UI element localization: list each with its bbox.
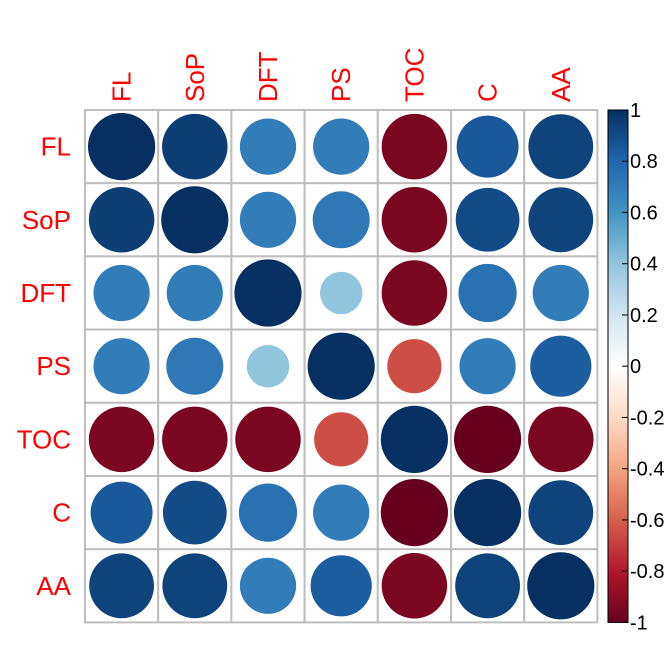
circle-DFT-AA [532, 264, 589, 322]
circle-DFT-DFT [234, 259, 302, 327]
circle-FL-C [456, 115, 519, 178]
column-label-TOC: TOC [399, 48, 429, 102]
circle-TOC-SoP [162, 406, 228, 473]
circle-SoP-C [455, 187, 520, 252]
circle-PS-PS [307, 332, 375, 400]
circle-FL-FL [88, 113, 156, 181]
circle-SoP-SoP [161, 186, 229, 254]
colorbar-tick-label: -0.2 [630, 407, 664, 429]
circle-C-PS [313, 484, 370, 541]
circle-FL-AA [528, 114, 594, 180]
colorbar-tick-label: 0.6 [630, 202, 658, 224]
column-label-SoP: SoP [180, 53, 210, 102]
circle-PS-TOC [387, 339, 442, 394]
circle-DFT-C [458, 263, 517, 323]
row-label-FL: FL [41, 132, 71, 162]
circle-C-DFT [238, 483, 298, 542]
column-label-FL: FL [107, 72, 137, 102]
circle-AA-PS [310, 555, 372, 617]
row-label-TOC: TOC [17, 424, 71, 454]
colorbar-tick-label: 0 [630, 356, 641, 378]
circle-TOC-C [454, 405, 522, 473]
circle-TOC-DFT [235, 406, 301, 473]
circle-FL-DFT [239, 118, 297, 175]
circle-PS-DFT [246, 344, 290, 388]
circle-TOC-TOC [380, 405, 448, 473]
colorbar-tick-label: -0.4 [630, 459, 664, 481]
circle-TOC-AA [528, 406, 594, 473]
circle-PS-SoP [166, 337, 224, 395]
circle-FL-SoP [162, 113, 228, 180]
circle-SoP-FL [88, 187, 155, 253]
circle-TOC-FL [88, 406, 155, 473]
row-labels: FL SoP DFT PS TOC C AA [17, 132, 72, 601]
row-label-PS: PS [36, 351, 71, 381]
colorbar-tick-label: -0.8 [630, 561, 664, 583]
circle-SoP-AA [528, 187, 594, 253]
circle-AA-DFT [239, 557, 297, 614]
colorbar-tick-label: 0.8 [630, 151, 658, 173]
circle-SoP-TOC [381, 187, 448, 253]
circle-DFT-TOC [381, 260, 448, 326]
circle-C-AA [528, 480, 594, 546]
colorbar-tick-label: -0.6 [630, 510, 664, 532]
circle-FL-TOC [381, 113, 448, 180]
circle-TOC-PS [314, 412, 369, 467]
colorbar: 1 0.8 0.6 0.4 0.2 0 -0.2 -0.4 -0.6 -0.8 -1 [607, 100, 664, 634]
circle-FL-PS [313, 118, 370, 175]
circle-DFT-SoP [166, 264, 223, 322]
colorbar-tick-label: -1 [630, 612, 648, 634]
column-label-DFT: DFT [253, 51, 283, 102]
column-labels: FL SoP DFT PS TOC C AA [107, 48, 576, 102]
circle-DFT-PS [319, 271, 363, 315]
circle-AA-SoP [162, 553, 228, 619]
column-label-C: C [473, 83, 503, 102]
row-label-SoP: SoP [22, 205, 71, 235]
circle-AA-FL [89, 553, 155, 619]
circle-DFT-FL [93, 264, 150, 322]
colorbar-tick-label: 0.2 [630, 305, 658, 327]
row-label-AA: AA [36, 571, 71, 601]
circle-PS-AA [530, 335, 592, 397]
circle-PS-FL [93, 338, 150, 395]
circle-AA-AA [527, 552, 595, 620]
circle-C-FL [90, 481, 153, 544]
circle-SoP-DFT [239, 191, 297, 248]
row-label-C: C [52, 498, 71, 528]
column-label-AA: AA [546, 67, 576, 102]
circle-C-TOC [380, 478, 448, 547]
circle-C-C [454, 478, 522, 547]
circle-PS-C [459, 338, 516, 395]
circle-C-SoP [162, 480, 227, 545]
cells [84, 109, 599, 624]
column-label-PS: PS [326, 67, 356, 102]
row-label-DFT: DFT [20, 278, 71, 308]
colorbar-tick-label: 0.4 [630, 254, 658, 276]
circle-AA-TOC [381, 553, 448, 619]
colorbar-tick-label: 1 [630, 100, 641, 122]
circle-SoP-PS [312, 191, 370, 249]
circle-AA-C [455, 553, 521, 619]
